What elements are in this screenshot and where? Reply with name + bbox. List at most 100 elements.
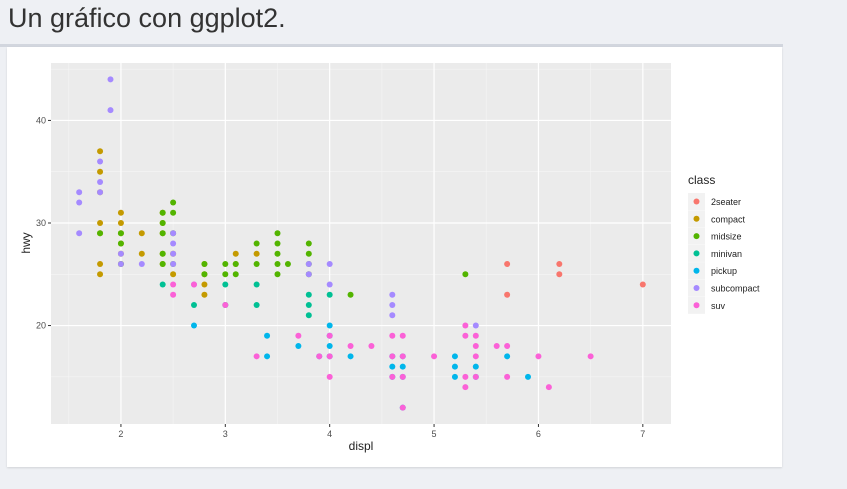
- data-point-midsize: [274, 261, 281, 268]
- data-point-suv: [462, 373, 469, 380]
- data-point-suv: [190, 281, 197, 288]
- data-point-midsize: [253, 240, 260, 247]
- data-point-compact: [97, 271, 104, 278]
- data-point-subcompact: [76, 189, 83, 196]
- data-point-suv: [587, 353, 594, 360]
- data-point-compact: [138, 250, 145, 257]
- data-point-2seater: [639, 281, 646, 288]
- x-tick-label: 6: [536, 429, 541, 439]
- data-point-subcompact: [170, 261, 177, 268]
- data-point-suv: [472, 353, 479, 360]
- data-point-midsize: [305, 250, 312, 257]
- data-point-2seater: [556, 261, 563, 268]
- x-tick-label: 2: [118, 429, 123, 439]
- legend-swatch-suv: [693, 302, 700, 309]
- legend-items: 2seater compact midsize minivan pickup subcom…: [688, 193, 760, 314]
- data-point-midsize: [274, 230, 281, 237]
- data-point-suv: [462, 322, 469, 329]
- x-tick-label: 3: [223, 429, 228, 439]
- data-point-subcompact: [326, 261, 333, 268]
- data-point-pickup: [326, 343, 333, 350]
- data-point-subcompact: [170, 250, 177, 257]
- y-tick-label: 20: [36, 321, 46, 331]
- data-point-minivan: [253, 281, 260, 288]
- data-point-midsize: [274, 271, 281, 278]
- data-point-midsize: [117, 230, 124, 237]
- data-point-suv: [170, 291, 177, 298]
- legend-swatch-midsize: [693, 233, 700, 240]
- x-tick-label: 7: [640, 429, 645, 439]
- plot-panel: [51, 63, 671, 424]
- data-point-compact: [253, 250, 260, 257]
- data-point-suv: [472, 343, 479, 350]
- data-point-compact: [97, 219, 104, 226]
- data-point-subcompact: [76, 230, 83, 237]
- data-point-subcompact: [305, 261, 312, 268]
- data-point-subcompact: [170, 240, 177, 247]
- legend-swatch-minivan: [693, 250, 700, 257]
- y-axis: 20 30 40: [36, 115, 51, 331]
- data-point-pickup: [389, 363, 396, 370]
- data-point-suv: [170, 281, 177, 288]
- data-point-subcompact: [326, 281, 333, 288]
- grid-lines: [51, 63, 671, 424]
- data-point-suv: [347, 343, 354, 350]
- data-point-suv: [326, 353, 333, 360]
- y-axis-label: hwy: [19, 232, 33, 253]
- data-point-midsize: [97, 230, 104, 237]
- legend-label-minivan: minivan: [711, 249, 742, 259]
- data-point-midsize: [347, 291, 354, 298]
- data-point-minivan: [190, 302, 197, 309]
- data-point-pickup: [451, 363, 458, 370]
- data-point-suv: [295, 332, 302, 339]
- legend-title: class: [688, 173, 715, 187]
- page-title: Un gráfico con ggplot2.: [8, 3, 286, 33]
- data-point-compact: [170, 271, 177, 278]
- data-point-pickup: [399, 363, 406, 370]
- legend-label-midsize: midsize: [711, 232, 742, 242]
- data-point-midsize: [253, 261, 260, 268]
- y-tick-label: 40: [36, 115, 46, 125]
- data-point-suv: [535, 353, 542, 360]
- legend-label-pickup: pickup: [711, 266, 737, 276]
- data-point-suv: [472, 332, 479, 339]
- plot-card: 2 3 4 5 6 7 20 30 40 displ hwy class 2seater com…: [7, 47, 782, 467]
- data-point-2seater: [556, 271, 563, 278]
- data-point-subcompact: [170, 230, 177, 237]
- data-point-suv: [316, 353, 323, 360]
- data-point-suv: [326, 373, 333, 380]
- data-point-compact: [117, 219, 124, 226]
- data-point-midsize: [170, 199, 177, 206]
- legend-label-suv: suv: [711, 301, 726, 311]
- x-tick-label: 5: [432, 429, 437, 439]
- data-point-subcompact: [97, 189, 104, 196]
- data-point-subcompact: [97, 178, 104, 185]
- data-point-pickup: [472, 363, 479, 370]
- data-point-suv: [472, 373, 479, 380]
- data-point-suv: [326, 332, 333, 339]
- data-point-subcompact: [389, 312, 396, 319]
- data-point-subcompact: [117, 261, 124, 268]
- data-point-midsize: [201, 261, 208, 268]
- data-point-pickup: [326, 322, 333, 329]
- data-point-pickup: [504, 353, 511, 360]
- data-point-suv: [253, 353, 260, 360]
- data-point-suv: [462, 332, 469, 339]
- data-point-minivan: [305, 312, 312, 319]
- data-point-compact: [97, 261, 104, 268]
- data-point-suv: [389, 332, 396, 339]
- data-point-minivan: [159, 281, 166, 288]
- data-point-suv: [368, 343, 375, 350]
- legend-swatch-subcompact: [693, 285, 700, 291]
- data-point-compact: [201, 291, 208, 298]
- data-point-minivan: [253, 302, 260, 309]
- data-point-midsize: [232, 271, 239, 278]
- data-point-midsize: [284, 261, 291, 268]
- data-point-suv: [222, 302, 229, 309]
- data-point-subcompact: [138, 261, 145, 268]
- data-point-midsize: [159, 261, 166, 268]
- data-point-midsize: [274, 240, 281, 247]
- legend-label-subcompact: subcompact: [711, 284, 760, 294]
- data-point-midsize: [222, 261, 229, 268]
- title-divider: [0, 44, 783, 47]
